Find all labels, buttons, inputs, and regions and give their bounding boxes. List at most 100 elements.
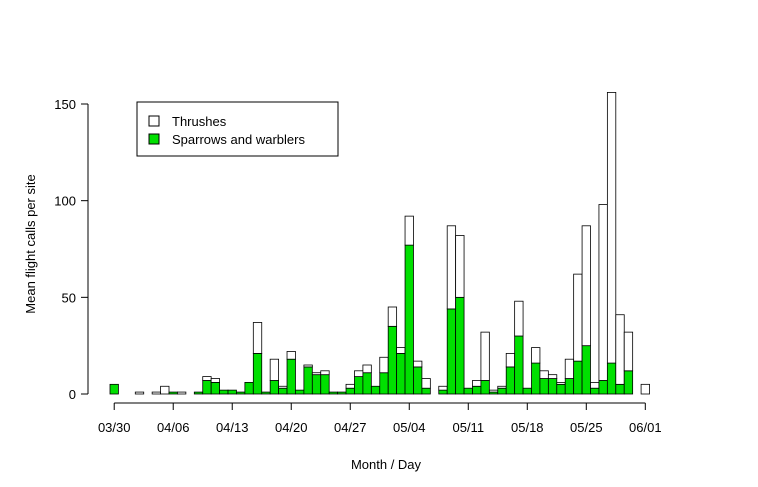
bar-sparrows-48 bbox=[514, 335, 524, 395]
bar-thrushes-40 bbox=[446, 225, 457, 310]
bar-sparrows-34 bbox=[396, 352, 406, 395]
bar-sparrows-19 bbox=[269, 380, 280, 395]
bar-sparrows-15 bbox=[236, 391, 246, 395]
x-tick-label-6: 05/11 bbox=[452, 420, 484, 435]
bar-sparrows-18 bbox=[261, 391, 271, 395]
bar-sparrows-42 bbox=[463, 387, 473, 395]
bar-thrushes-54 bbox=[564, 358, 575, 379]
bars-group bbox=[109, 92, 650, 395]
axes-group bbox=[87, 104, 646, 404]
bar-sparrows-0 bbox=[109, 383, 119, 395]
bar-thrushes-60 bbox=[615, 314, 625, 385]
bar-thrushes-21 bbox=[286, 351, 296, 360]
bar-thrushes-20 bbox=[278, 385, 288, 389]
bar-sparrows-53 bbox=[556, 383, 566, 395]
bar-thrushes-44 bbox=[480, 331, 490, 381]
bar-sparrows-7 bbox=[168, 391, 178, 395]
bar-sparrows-57 bbox=[590, 387, 600, 395]
bar-thrushes-35 bbox=[404, 215, 414, 246]
y-tick-label-50: 50 bbox=[62, 290, 76, 305]
bar-sparrows-28 bbox=[345, 387, 355, 395]
bar-sparrows-33 bbox=[387, 325, 398, 395]
bar-thrushes-19 bbox=[269, 358, 280, 381]
bar-sparrows-13 bbox=[219, 389, 229, 395]
bar-thrushes-47 bbox=[505, 352, 516, 368]
bar-sparrows-40 bbox=[446, 308, 457, 395]
bar-thrushes-17 bbox=[252, 322, 263, 354]
y-axis-label: Mean flight calls per site bbox=[23, 174, 38, 313]
bar-thrushes-8 bbox=[177, 391, 187, 395]
bar-sparrows-39 bbox=[438, 389, 448, 395]
x-tick-label-7: 05/18 bbox=[511, 420, 544, 435]
bar-sparrows-25 bbox=[320, 374, 330, 395]
legend-swatch-thrushes bbox=[148, 115, 160, 127]
bar-thrushes-11 bbox=[202, 376, 212, 381]
bar-sparrows-14 bbox=[227, 389, 237, 395]
legend-label-thrushes: Thrushes bbox=[172, 114, 227, 129]
x-tick-label-1: 04/06 bbox=[157, 420, 190, 435]
bar-sparrows-30 bbox=[362, 372, 372, 395]
bar-sparrows-56 bbox=[581, 345, 591, 395]
bar-thrushes-32 bbox=[379, 356, 389, 374]
x-tick-label-0: 03/30 bbox=[98, 420, 131, 435]
bar-thrushes-57 bbox=[590, 381, 600, 389]
bar-thrushes-34 bbox=[396, 347, 406, 354]
bar-sparrows-21 bbox=[286, 358, 296, 395]
bar-sparrows-17 bbox=[252, 352, 263, 395]
bar-sparrows-52 bbox=[547, 378, 558, 395]
bar-sparrows-41 bbox=[455, 296, 465, 395]
bar-thrushes-55 bbox=[573, 273, 583, 362]
bar-sparrows-58 bbox=[598, 380, 608, 395]
y-tick-label-0: 0 bbox=[69, 387, 76, 402]
bar-sparrows-31 bbox=[370, 385, 381, 395]
bar-sparrows-51 bbox=[539, 378, 549, 395]
y-tick-label-150: 150 bbox=[54, 97, 76, 112]
bar-sparrows-22 bbox=[295, 389, 305, 395]
bar-sparrows-54 bbox=[564, 378, 575, 395]
bar-thrushes-5 bbox=[151, 391, 161, 395]
x-tick-label-8: 05/25 bbox=[570, 420, 603, 435]
bar-thrushes-39 bbox=[438, 385, 448, 391]
bar-sparrows-11 bbox=[202, 380, 212, 395]
x-tick-label-2: 04/13 bbox=[216, 420, 249, 435]
legend-swatch-sparrows bbox=[148, 133, 160, 145]
x-tick-label-4: 04/27 bbox=[334, 420, 367, 435]
bar-thrushes-25 bbox=[320, 370, 330, 376]
bar-sparrows-36 bbox=[413, 366, 423, 395]
bar-thrushes-53 bbox=[556, 381, 566, 385]
bar-thrushes-58 bbox=[598, 204, 608, 381]
bar-sparrows-24 bbox=[311, 374, 322, 395]
bar-sparrows-50 bbox=[531, 362, 541, 395]
bar-thrushes-59 bbox=[606, 92, 617, 364]
bar-sparrows-20 bbox=[278, 387, 288, 395]
bar-thrushes-63 bbox=[640, 383, 650, 395]
bar-thrushes-28 bbox=[345, 383, 355, 389]
bar-thrushes-33 bbox=[387, 306, 398, 327]
bar-sparrows-32 bbox=[379, 372, 389, 395]
bar-sparrows-23 bbox=[303, 366, 313, 395]
bar-sparrows-44 bbox=[480, 380, 490, 395]
bar-thrushes-12 bbox=[210, 378, 220, 383]
bar-sparrows-55 bbox=[573, 360, 583, 395]
x-tick-label-5: 05/04 bbox=[393, 420, 426, 435]
legend-box bbox=[136, 101, 339, 157]
bar-thrushes-30 bbox=[362, 364, 372, 374]
legend: Thrushes Sparrows and warblers bbox=[136, 101, 339, 157]
bar-thrushes-51 bbox=[539, 370, 549, 379]
legend-label-sparrows: Sparrows and warblers bbox=[172, 132, 305, 147]
x-axis-label: Month / Day bbox=[351, 457, 422, 472]
bar-thrushes-46 bbox=[497, 385, 507, 389]
bar-thrushes-48 bbox=[514, 300, 524, 337]
bar-sparrows-10 bbox=[193, 391, 204, 395]
bar-sparrows-37 bbox=[421, 387, 431, 395]
bar-sparrows-26 bbox=[328, 391, 339, 395]
bar-sparrows-12 bbox=[210, 381, 220, 395]
bar-thrushes-37 bbox=[421, 378, 431, 389]
bar-sparrows-16 bbox=[244, 381, 254, 395]
bar-sparrows-59 bbox=[606, 362, 617, 395]
bar-thrushes-36 bbox=[413, 360, 423, 368]
bar-thrushes-29 bbox=[354, 370, 364, 377]
bar-thrushes-45 bbox=[488, 389, 499, 393]
bar-sparrows-49 bbox=[522, 387, 532, 395]
